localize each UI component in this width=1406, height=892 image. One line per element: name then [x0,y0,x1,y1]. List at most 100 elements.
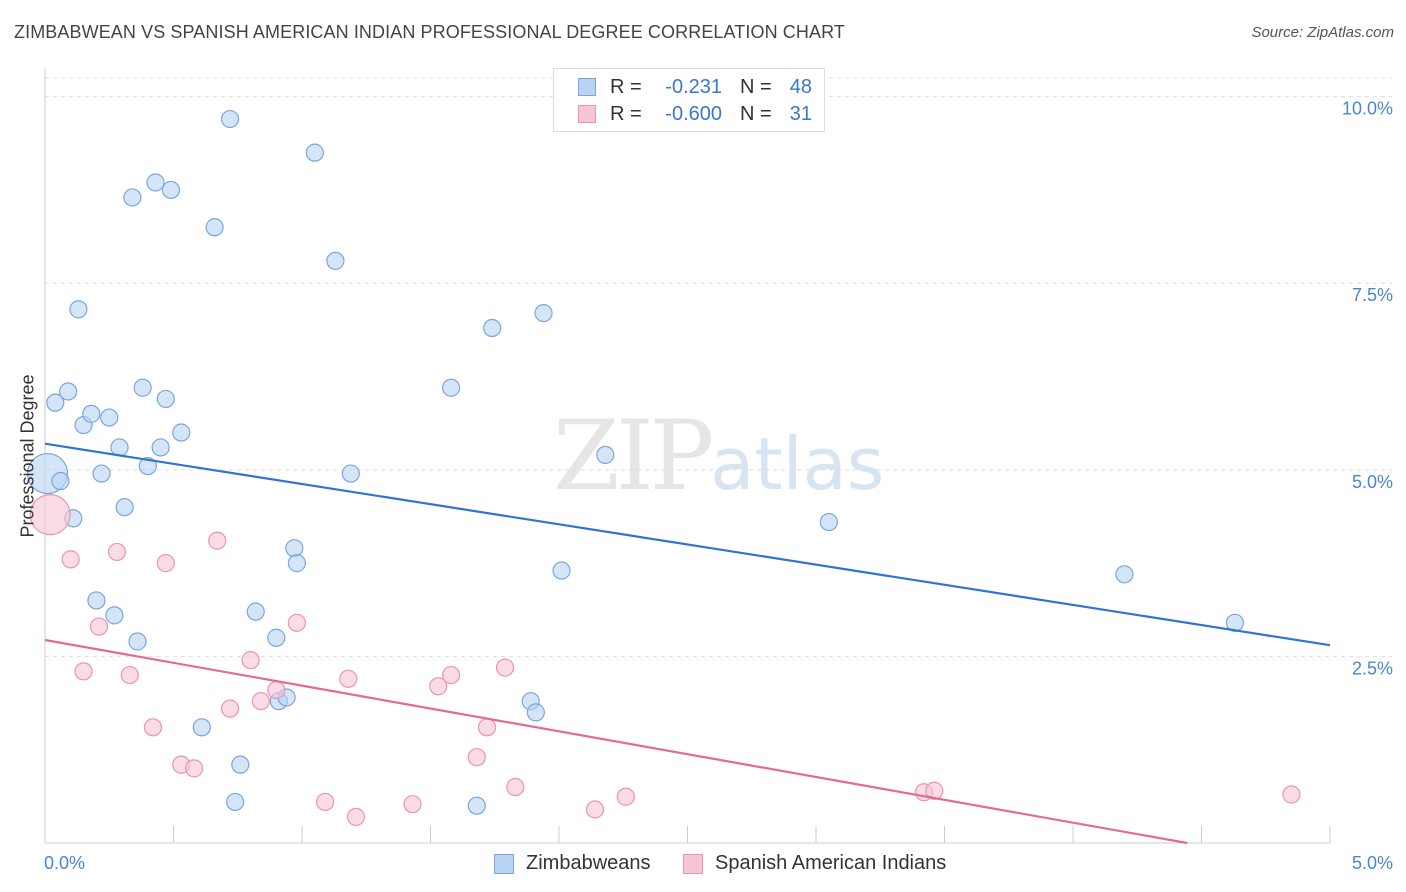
zimbabwean-point [51,471,70,491]
zimbabwean-point [87,591,106,610]
zimbabwean-point [467,796,486,815]
bottom-legend-swatch-blue [494,853,514,874]
legend-r-value: -0.600 [665,102,722,125]
spanish-american-indian-point [251,692,270,711]
spanish-american-indian-point [267,680,286,700]
zimbabwean-point [146,173,165,192]
zimbabwean-point [192,718,211,737]
correlation-legend: R = -0.231 N = 48 R = -0.600 N = 31 [553,68,825,132]
zimbabwean-point [82,404,101,423]
spanish-american-indian-point [403,795,422,814]
zimbabwean-point [123,188,142,207]
spanish-american-indian-point [220,699,240,718]
zimbabwean-point [205,218,224,237]
spanish-american-indian-point [208,531,227,550]
zimbabwean-point [115,498,134,517]
bottom-legend-spanish-american-indians: Spanish American Indians [683,852,946,875]
chart-title: ZIMBABWEAN VS SPANISH AMERICAN INDIAN PR… [14,22,845,42]
y-tick-label: 5.0% [1352,472,1393,492]
legend-swatch-pink [578,105,596,123]
zimbabwean-point [596,445,615,465]
x-tick-label-left: 0.0% [44,853,85,873]
zimbabwean-point [305,143,324,162]
zimbabwean-point [534,303,553,323]
spanish-american-indian-point [143,718,163,737]
zimbabwean-point [483,318,502,338]
zimbabwean-point [172,423,191,442]
spanish-american-indian-point [107,542,127,562]
zimbabwean-point [441,378,461,397]
watermark-zip: ZIP [553,400,714,512]
spanish-american-indian-point [346,807,366,826]
legend-n-label: N = [740,75,772,98]
spanish-american-indian-point [585,800,605,819]
zimbabwean-point [156,389,175,409]
spanish-american-indian-point [441,665,461,685]
legend-row-spanish-american-indians: R = -0.600 N = 31 [578,103,812,125]
spanish-american-indian-point [287,613,306,632]
zimbabwean-point [46,393,65,412]
zimbabwean-point [341,464,360,483]
zimbabwean-point [526,703,545,722]
legend-n-value: 48 [789,75,812,98]
spanish-american-indian-point [495,658,515,677]
zimbabwean-point [267,628,286,647]
bottom-legend-label: Zimbabweans [526,852,651,874]
legend-r-label: R = [610,102,642,125]
zimbabwean-point [128,632,147,651]
zimbabwean-point [92,464,111,483]
spanish-american-indian-point [616,787,635,806]
zimbabwean-point [1115,565,1134,584]
legend-n-value: 31 [789,102,812,125]
x-tick-label-right: 5.0% [1352,853,1393,873]
spanish-american-indian-point [29,494,71,536]
zimbabwean-point [220,109,240,129]
zimbabwean-point [69,300,88,319]
legend-n-label: N = [740,102,772,125]
spanish-american-indian-point [467,748,486,767]
spanish-american-indian-point [316,792,335,812]
zimbabwean-point [133,378,152,397]
zimbabwean-point [231,755,250,774]
spanish-american-indian-point [61,550,80,569]
zimbabwean-point [161,180,181,200]
spanish-american-indian-point [1282,785,1301,804]
zimbabwean-point [285,539,304,558]
spanish-american-indian-point [429,677,448,696]
spanish-american-indian-point [339,669,358,688]
zimbabwean-point [246,602,265,621]
spanish-american-indian-trend-line [44,638,1188,845]
zimbabwean-point [287,554,306,573]
bottom-legend-label: Spanish American Indians [715,852,947,874]
zimbabwean-point [819,512,838,532]
legend-row-zimbabweans: R = -0.231 N = 48 [578,76,812,98]
bottom-legend-zimbabweans: Zimbabweans [494,852,651,875]
spanish-american-indian-point [477,718,497,737]
spanish-american-indian-point [120,665,139,685]
zimbabwean-point [59,382,78,401]
zimbabwean-point [552,561,571,580]
y-axis-label: Professional Degree [17,374,38,538]
spanish-american-indian-point [241,651,260,670]
watermark-atlas: atlas [710,422,885,506]
zimbabwean-point [326,251,345,270]
y-tick-label: 2.5% [1352,658,1393,678]
bottom-legend-swatch-pink [683,853,703,874]
source-credit: Source: ZipAtlas.com [1251,24,1394,41]
y-tick-label: 7.5% [1352,285,1393,305]
legend-r-label: R = [610,75,642,98]
spanish-american-indian-point [925,781,944,800]
zimbabwean-trend-line [44,442,1331,647]
zimbabwean-point [100,408,119,427]
y-tick-label: 10.0% [1342,99,1393,119]
zimbabwean-point [226,792,245,812]
zimbabwean-point [105,606,124,625]
zimbabwean-point [138,456,157,476]
spanish-american-indian-point [184,759,204,778]
spanish-american-indian-point [506,777,525,797]
spanish-american-indian-point [156,554,175,573]
legend-r-value: -0.231 [665,75,722,98]
watermark: ZIPatlas [553,400,884,512]
spanish-american-indian-point [74,662,93,681]
spanish-american-indian-point [89,617,109,636]
